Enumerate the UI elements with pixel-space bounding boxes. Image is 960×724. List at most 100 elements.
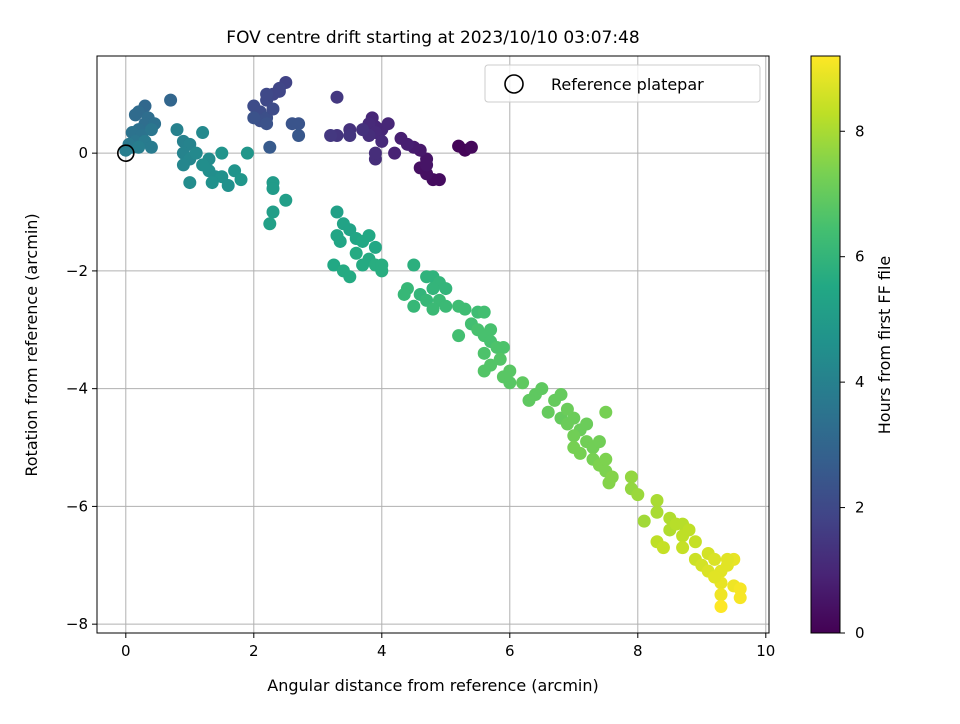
data-point <box>439 282 453 296</box>
data-point <box>215 146 229 160</box>
data-points <box>119 75 747 614</box>
data-point <box>567 441 581 455</box>
data-point <box>708 570 722 584</box>
data-point <box>292 117 306 131</box>
data-point <box>330 205 344 219</box>
data-point <box>592 435 606 449</box>
data-point <box>541 405 555 419</box>
data-point <box>397 287 411 301</box>
data-point <box>522 393 536 407</box>
data-point <box>272 81 286 95</box>
data-point <box>426 282 440 296</box>
data-point <box>356 258 370 272</box>
data-point <box>279 193 293 207</box>
colorbar-tick-label: 0 <box>855 624 865 642</box>
data-point <box>205 176 219 190</box>
data-point <box>375 264 389 278</box>
y-tick-label: −6 <box>66 497 88 515</box>
data-point <box>624 470 638 484</box>
legend-box <box>484 64 761 103</box>
data-point <box>708 552 722 566</box>
data-point <box>266 205 280 219</box>
data-point <box>349 246 363 260</box>
data-point <box>682 523 696 537</box>
colorbar-tick-label: 4 <box>855 373 865 391</box>
data-point <box>164 93 178 107</box>
data-point <box>676 541 690 555</box>
data-point <box>637 514 651 528</box>
data-point <box>516 376 530 390</box>
data-point <box>196 158 210 172</box>
y-axis-label: Rotation from reference (arcmin) <box>22 213 41 476</box>
data-point <box>650 494 664 508</box>
data-point <box>381 117 395 131</box>
data-point <box>221 179 235 193</box>
data-point <box>477 305 491 319</box>
reference-marker <box>117 144 135 162</box>
legend-reference-marker <box>504 74 524 94</box>
data-point <box>407 299 421 313</box>
data-point <box>477 364 491 378</box>
data-point <box>714 588 728 602</box>
x-tick-label: 6 <box>505 642 515 660</box>
plot-frame <box>96 55 770 634</box>
data-point <box>260 87 274 101</box>
data-point <box>631 488 645 502</box>
data-point <box>330 90 344 104</box>
data-point <box>432 173 446 187</box>
data-point <box>656 541 670 555</box>
data-point <box>503 376 517 390</box>
x-tick-label: 10 <box>756 642 775 660</box>
colorbar-tick-label: 6 <box>855 248 865 266</box>
data-point <box>720 552 734 566</box>
data-point <box>452 139 466 153</box>
data-point <box>343 270 357 284</box>
data-point <box>688 535 702 549</box>
data-point <box>464 140 478 154</box>
y-axis-ticks: 0 −2 −4 −6 −8 <box>66 144 97 633</box>
data-point <box>266 181 280 195</box>
x-tick-label: 4 <box>377 642 387 660</box>
data-point <box>356 123 370 137</box>
data-point <box>733 591 747 605</box>
y-tick-label: −4 <box>66 380 88 398</box>
data-point <box>196 126 210 140</box>
data-point <box>567 429 581 443</box>
data-point <box>388 146 402 160</box>
colorbar-label: Hours from first FF file <box>875 256 894 435</box>
colorbar-tick-label: 8 <box>855 122 865 140</box>
data-point <box>426 302 440 316</box>
data-point <box>477 346 491 360</box>
legend: Reference platepar <box>484 64 761 103</box>
data-point <box>452 329 466 343</box>
data-point <box>234 173 248 187</box>
data-point <box>535 382 549 396</box>
data-point <box>484 323 498 337</box>
data-point <box>240 146 254 160</box>
data-point <box>128 108 142 122</box>
data-point <box>189 146 203 160</box>
x-tick-label: 8 <box>633 642 643 660</box>
data-point <box>554 388 568 402</box>
data-point <box>580 417 594 431</box>
data-point <box>407 258 421 272</box>
data-point <box>183 176 197 190</box>
data-point <box>602 476 616 490</box>
data-point <box>333 234 347 248</box>
colorbar <box>810 55 841 634</box>
data-point <box>132 140 146 154</box>
data-point <box>327 258 341 272</box>
data-point <box>493 352 507 366</box>
data-point <box>560 402 574 416</box>
data-point <box>266 102 280 116</box>
data-point <box>362 229 376 243</box>
colorbar-tick-label: 2 <box>855 499 865 517</box>
data-point <box>420 158 434 172</box>
data-point <box>144 123 158 137</box>
data-point <box>458 302 472 316</box>
x-axis-ticks: 0 2 4 6 8 10 <box>121 633 775 660</box>
data-point <box>496 340 510 354</box>
data-point <box>263 140 277 154</box>
data-point <box>394 131 408 145</box>
